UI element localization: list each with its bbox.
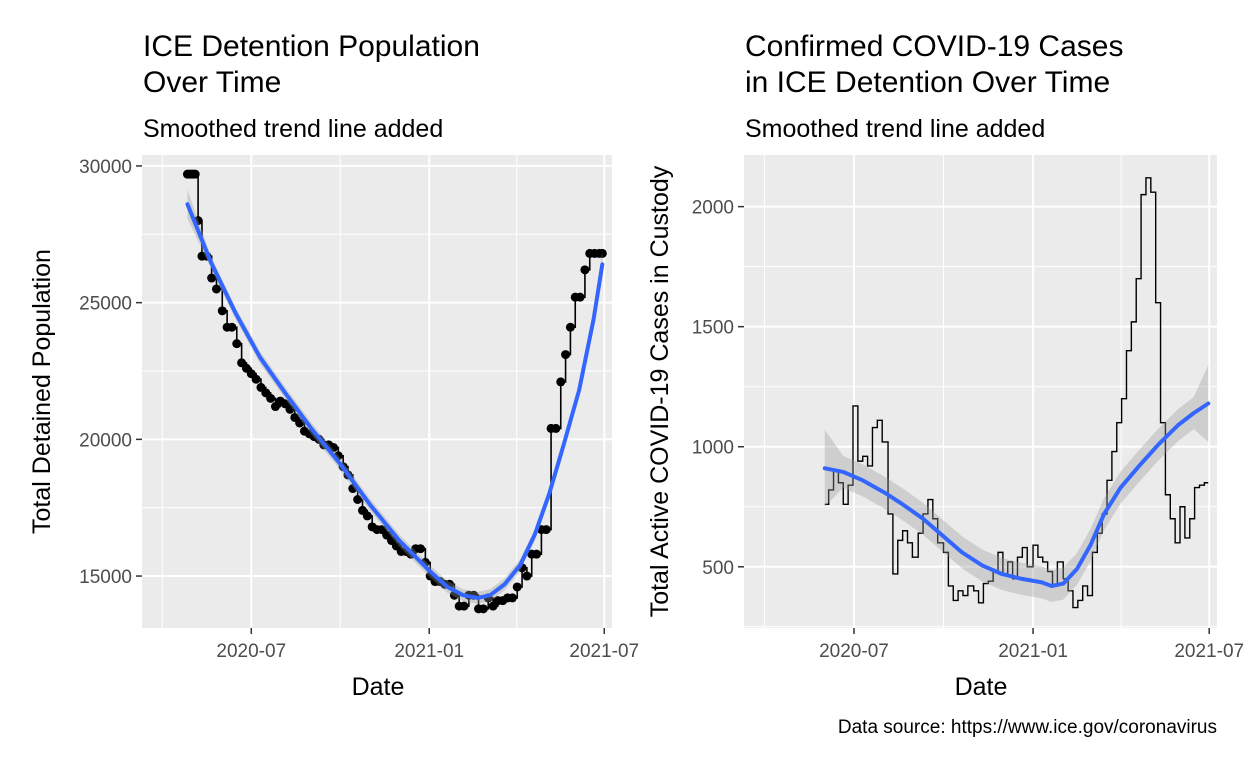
data-marks <box>182 169 607 614</box>
data-point <box>575 292 585 302</box>
y-tick-label: 15000 <box>79 567 132 588</box>
confidence-band <box>824 365 1209 602</box>
title-line-1: Confirmed COVID-19 Cases <box>745 30 1123 63</box>
data-point <box>532 549 542 559</box>
x-tick-label: 2021-07 <box>569 641 639 662</box>
panel-detention-population: ICE Detention Population Over Time Smoot… <box>28 30 639 701</box>
title-line-1: ICE Detention Population <box>143 30 480 63</box>
data-point <box>541 525 551 535</box>
y-tick-label: 25000 <box>79 294 132 315</box>
data-point <box>362 511 372 521</box>
x-axis-title: Date <box>955 673 1008 701</box>
y-tick-label: 1000 <box>692 438 734 459</box>
title-line-2: Over Time <box>143 66 281 99</box>
subtitle: Smoothed trend line added <box>143 115 443 143</box>
data-point <box>227 322 237 332</box>
y-tick-label: 30000 <box>79 157 132 178</box>
data-source-caption: Data source: https://www.ice.gov/coronav… <box>838 717 1217 738</box>
data-point <box>597 248 607 258</box>
title-line-2: in ICE Detention Over Time <box>745 66 1110 99</box>
panel-covid-cases: Confirmed COVID-19 Cases in ICE Detentio… <box>646 30 1244 701</box>
x-tick-label: 2020-07 <box>819 641 889 662</box>
axis-ticks: 2020-07 2021-01 2021-07 500 1000 1500 2000 <box>692 198 1244 662</box>
smoothed-trend-line <box>185 202 605 600</box>
plot-background <box>744 155 1217 628</box>
data-point <box>551 423 561 433</box>
y-axis-title: Total Active COVID-19 Cases in Custody <box>646 165 674 617</box>
x-tick-label: 2021-07 <box>1174 641 1244 662</box>
data-point <box>251 374 261 384</box>
step-line <box>824 177 1209 609</box>
data-point <box>211 284 221 294</box>
data-point <box>459 601 469 611</box>
data-point <box>416 544 426 554</box>
data-point <box>232 339 242 349</box>
x-tick-label: 2021-01 <box>998 641 1068 662</box>
data-point <box>522 571 532 581</box>
y-tick-label: 20000 <box>79 430 132 451</box>
major-gridlines <box>142 155 612 628</box>
y-tick-label: 1500 <box>692 318 734 339</box>
data-point <box>285 404 295 414</box>
data-marks <box>822 177 1211 609</box>
y-tick-label: 500 <box>702 558 734 579</box>
data-point <box>353 494 363 504</box>
smoothed-trend-line <box>822 401 1211 588</box>
data-point <box>217 306 227 316</box>
data-point <box>207 273 217 283</box>
x-axis-title: Date <box>352 673 405 701</box>
y-axis-title: Total Detained Population <box>28 249 56 534</box>
x-tick-label: 2020-07 <box>216 641 286 662</box>
data-point <box>565 322 575 332</box>
data-point <box>295 418 305 428</box>
data-point <box>478 604 488 614</box>
data-point <box>512 582 522 592</box>
minor-gridlines <box>142 155 612 628</box>
data-point <box>190 169 200 179</box>
y-tick-label: 2000 <box>692 198 734 219</box>
x-tick-label: 2021-01 <box>394 641 464 662</box>
subtitle: Smoothed trend line added <box>745 115 1045 143</box>
data-point <box>561 350 571 360</box>
data-point <box>580 265 590 275</box>
data-point <box>266 393 276 403</box>
minor-gridlines <box>744 155 1217 628</box>
data-point <box>556 377 566 387</box>
plot-background <box>142 155 612 628</box>
axis-ticks: 2020-07 2021-01 2021-07 15000 20000 25000 3000… <box>79 157 639 662</box>
data-point <box>507 593 517 603</box>
